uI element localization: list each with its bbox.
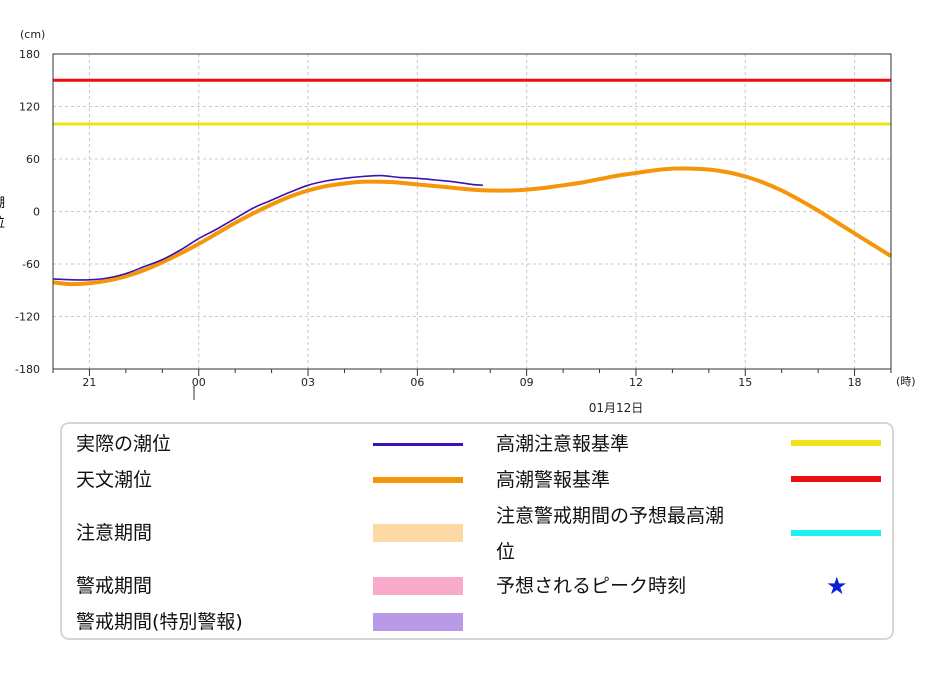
legend-swatch-warning-std (791, 476, 881, 482)
y-tick-label: 180 (19, 48, 40, 61)
legend-swatch-caution-std (791, 440, 881, 446)
legend-label-caution-period: 注意期間 (76, 522, 153, 544)
y-tick-label: -180 (15, 363, 40, 376)
tide-chart: (cm) (時) 潮 位 180 120 60 0 -60 -120 -180 21 00 03… (0, 28, 916, 415)
y-axis-label-2: 位 (0, 216, 5, 231)
legend-label-peak-time: 予想されるピーク時刻 (496, 575, 687, 597)
legend-swatch-astro (373, 477, 463, 483)
x-tick-label: 18 (848, 376, 862, 389)
legend-label-actual: 実際の潮位 (76, 433, 172, 455)
date-label: 01月12日 (589, 401, 644, 415)
legend-swatch-caution-period (373, 524, 463, 542)
legend-swatch-warning-period (373, 577, 463, 595)
legend-swatch-special-period (373, 613, 463, 631)
x-tick-label: 00 (192, 376, 206, 389)
star-icon: ★ (826, 572, 848, 600)
series-line-actual (52, 174, 483, 281)
legend-label-warning-period: 警戒期間 (76, 575, 153, 597)
y-tick-label: 60 (26, 153, 40, 166)
series-line-astronomical (52, 166, 893, 287)
legend-label-special-period: 警戒期間(特別警報) (76, 611, 243, 633)
legend-swatch-actual (373, 443, 463, 446)
y-tick-label: 120 (19, 101, 40, 114)
x-unit-label: (時) (896, 375, 916, 388)
plot-frame (52, 53, 892, 370)
x-tick-label: 21 (82, 376, 96, 389)
threshold-lines (53, 78, 891, 126)
legend-label-forecast-max-1: 注意警戒期間の予想最高潮 (496, 505, 725, 527)
series-lines (52, 166, 893, 287)
legend-label-warning-std: 高潮警報基準 (496, 469, 611, 491)
legend-label-caution-std: 高潮注意報基準 (496, 433, 630, 455)
x-tick-label: 12 (629, 376, 643, 389)
x-tick-label: 09 (520, 376, 534, 389)
x-tick-label: 06 (410, 376, 424, 389)
y-tick-label: -60 (22, 258, 40, 271)
y-unit-label: (cm) (20, 28, 45, 41)
y-tick-label: -120 (15, 311, 40, 324)
x-tick-marks (52, 369, 892, 376)
x-tick-label: 03 (301, 376, 315, 389)
y-axis-label-1: 潮 (0, 196, 5, 211)
grid-lines (53, 54, 891, 369)
y-tick-label: 0 (33, 206, 40, 219)
legend-label-forecast-max-2: 位 (496, 541, 516, 563)
legend-swatch-forecast-max (791, 530, 881, 536)
legend-label-astro: 天文潮位 (76, 469, 153, 491)
legend: 実際の潮位 天文潮位 注意期間 警戒期間 警戒期間(特別警報) 高潮注意報基準 … (60, 422, 894, 640)
x-tick-labels: 21 00 03 06 09 12 15 18 (82, 376, 861, 389)
x-tick-label: 15 (738, 376, 752, 389)
y-tick-labels: 180 120 60 0 -60 -120 -180 (15, 48, 40, 376)
